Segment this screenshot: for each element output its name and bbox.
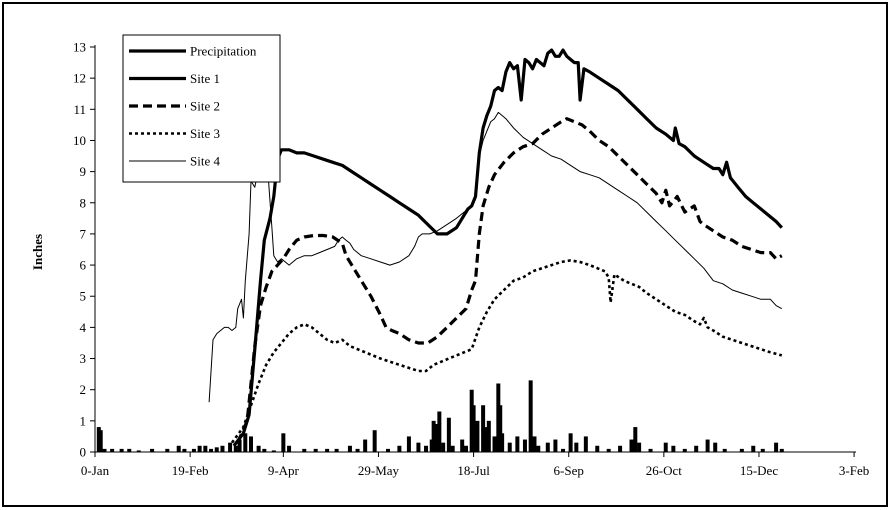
series-precipitation — [96, 380, 784, 452]
y-tick-label: 4 — [80, 320, 87, 335]
x-tick-label: 6-Sep — [554, 463, 584, 478]
legend-label: Site 4 — [190, 154, 220, 169]
series-site-2 — [236, 117, 783, 444]
x-tick-label: 9-Apr — [268, 463, 300, 478]
x-tick-label: 0-Jan — [81, 463, 110, 478]
legend: Precipitation Site 1 Site 2 Site 3 Site 4 — [122, 34, 281, 183]
y-tick-label: 2 — [80, 382, 87, 397]
y-tick-label: 5 — [80, 289, 87, 304]
legend-label: Site 3 — [190, 126, 220, 141]
y-tick-label: 10 — [73, 133, 86, 148]
x-tick-label: 18-Jul — [457, 463, 490, 478]
y-tick-label: 6 — [80, 258, 87, 273]
series-line — [232, 48, 783, 447]
legend-label: Site 2 — [190, 99, 220, 114]
series-site-1 — [232, 48, 783, 447]
x-tick-label: 26-Oct — [646, 463, 682, 478]
y-tick-label: 9 — [80, 164, 87, 179]
legend-box — [122, 34, 281, 183]
y-axis-label: Inches — [30, 234, 45, 270]
x-tick-label: 15-Dec — [740, 463, 778, 478]
y-tick-label: 0 — [80, 445, 87, 460]
series-line — [230, 259, 783, 444]
y-tick-label: 13 — [73, 40, 86, 55]
y-tick-label: 11 — [73, 102, 86, 117]
y-tick-label: 7 — [80, 226, 87, 241]
series-line — [236, 117, 783, 444]
x-tick-label: 3-Feb — [839, 463, 869, 478]
y-tick-label: 3 — [80, 351, 87, 366]
y-tick-label: 1 — [80, 413, 87, 428]
legend-label: Site 1 — [190, 71, 220, 86]
legend-label: Precipitation — [190, 44, 257, 59]
y-tick-label: 12 — [73, 71, 86, 86]
y-tick-label: 8 — [80, 195, 87, 210]
x-tick-label: 19-Feb — [172, 463, 209, 478]
series-layer — [96, 48, 784, 452]
x-tick-label: 29-May — [358, 463, 400, 478]
series-site-3 — [230, 259, 783, 444]
